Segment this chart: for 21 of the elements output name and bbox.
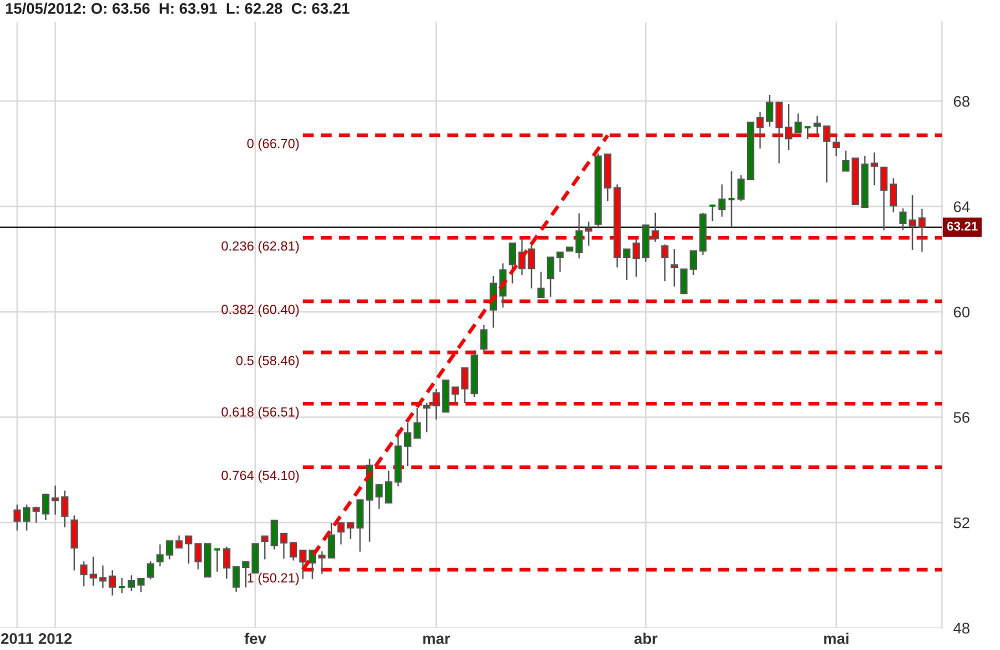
ref-line-label: 63.21: [947, 222, 978, 231]
x-tick-label: mai: [824, 632, 848, 644]
x-tick-label: mar: [423, 636, 450, 644]
ref-line-label: 1 (50.21): [248, 572, 299, 586]
ref-line-label: 0.618 (56.51): [222, 406, 299, 420]
y-tick-label: 60: [954, 306, 970, 318]
y-tick-label: 52: [954, 517, 970, 528]
y-tick-label: 68: [954, 96, 970, 107]
y-tick-label: 64: [954, 201, 970, 212]
y-tick-label: 48: [953, 622, 970, 634]
ref-line-label: 0.5 (58.46): [236, 356, 299, 368]
x-tick-label: fev: [244, 632, 266, 644]
x-tick-label: abr: [634, 632, 658, 644]
ref-line-label: 0.236 (62.81): [222, 240, 299, 254]
ref-line-label: 0.382 (60.40): [222, 304, 299, 317]
x-tick-label: 2012: [38, 633, 72, 644]
y-tick-label: 56: [954, 412, 970, 423]
x-tick-label: 2011: [1, 633, 34, 644]
chart-title: 15/05/2012: O: 63.56 H: 63.91 L: 62.28 C: 63.21: [6, 2, 350, 14]
ref-line-label: 0 (66.70): [247, 138, 299, 151]
ref-line-label: 0.764 (54.10): [222, 470, 299, 483]
